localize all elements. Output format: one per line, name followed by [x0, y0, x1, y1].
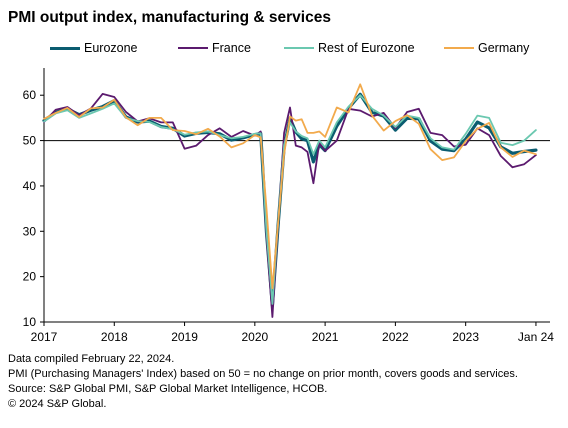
x-tick-label-2018: 2018: [101, 330, 128, 344]
legend-item-eurozone: Eurozone: [50, 40, 138, 56]
legend-swatch-germany: [444, 47, 474, 49]
legend-label-france: France: [212, 41, 251, 55]
y-tick-label-10: 10: [23, 315, 37, 329]
y-tick-label-40: 40: [23, 179, 37, 193]
x-tick-label-2023: 2023: [452, 330, 479, 344]
footer-data-compiled: Data compiled February 22, 2024.: [8, 353, 175, 365]
y-tick-label-30: 30: [23, 224, 37, 238]
legend-item-france: France: [178, 40, 251, 56]
y-tick-label-60: 60: [23, 88, 37, 102]
x-tick-label-Jan-24: Jan 24: [518, 330, 554, 344]
legend-swatch-eurozone: [50, 46, 80, 50]
legend-item-rest-of-eurozone: Rest of Eurozone: [284, 40, 415, 56]
series-line-rest-of-eurozone: [43, 94, 537, 305]
y-tick-label-20: 20: [23, 270, 37, 284]
line-chart: 10 20 30 40 50 60 2017 2018 2019 2020 2021 2022 2023…: [23, 68, 554, 344]
legend-item-germany: Germany: [444, 40, 529, 56]
footer-pmi-note: PMI (Purchasing Managers' Index) based o…: [8, 368, 518, 380]
x-tick-label-2020: 2020: [241, 330, 268, 344]
legend-label-eurozone: Eurozone: [84, 41, 138, 55]
footer-source: Source: S&P Global PMI, S&P Global Marke…: [8, 383, 328, 395]
series-line-germany: [43, 83, 537, 290]
footer-copyright: © 2024 S&P Global.: [8, 398, 107, 410]
y-tick-label-50: 50: [23, 134, 37, 148]
legend-swatch-rest-of-eurozone: [284, 47, 314, 49]
chart-legend: Eurozone France Rest of Eurozone Germany: [50, 40, 560, 56]
legend-swatch-france: [178, 47, 208, 49]
chart-title: PMI output index, manufacturing & servic…: [8, 9, 331, 26]
legend-label-rest-of-eurozone: Rest of Eurozone: [318, 41, 415, 55]
legend-label-germany: Germany: [478, 41, 530, 55]
x-tick-label-2017: 2017: [31, 330, 58, 344]
chart-footer: Data compiled February 22, 2024. PMI (Pu…: [8, 352, 518, 412]
x-tick-label-2019: 2019: [171, 330, 198, 344]
x-tick-label-2022: 2022: [382, 330, 409, 344]
x-tick-label-2021: 2021: [312, 330, 339, 344]
series-line-france: [43, 93, 537, 318]
